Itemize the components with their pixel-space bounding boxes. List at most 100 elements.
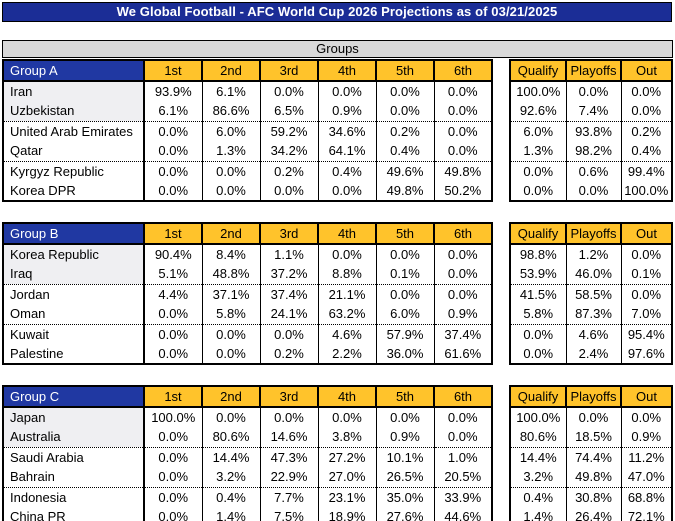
outcome-cell[interactable]: 98.8% [509,244,567,264]
position-cell[interactable]: 0.2% [259,344,319,364]
outcome-cell[interactable]: 1.2% [565,244,622,264]
position-cell[interactable]: 0.0% [201,181,261,201]
position-header-3rd[interactable]: 3rd [259,59,319,82]
outcome-cell[interactable]: 11.2% [620,446,673,467]
outcome-header-qualify[interactable]: Qualify [509,385,567,408]
group-name-cell[interactable]: Group C [2,385,145,408]
team-name-cell[interactable]: Japan [3,407,145,427]
position-cell[interactable]: 0.0% [433,407,493,427]
position-cell[interactable]: 6.5% [259,101,319,121]
position-cell[interactable]: 37.4% [433,323,493,344]
team-name-cell[interactable]: Korea Republic [3,244,145,264]
position-header-2nd[interactable]: 2nd [201,59,261,82]
position-cell[interactable]: 10.1% [375,446,435,467]
team-name-cell[interactable]: Uzbekistan [3,101,145,121]
position-cell[interactable]: 8.8% [317,264,377,284]
position-cell[interactable]: 0.0% [433,244,493,264]
position-cell[interactable]: 33.9% [433,486,493,507]
position-cell[interactable]: 20.5% [433,467,493,487]
position-header-6th[interactable]: 6th [433,222,493,245]
position-header-4th[interactable]: 4th [317,222,377,245]
position-cell[interactable]: 0.4% [375,141,435,161]
position-cell[interactable]: 0.0% [143,304,203,324]
outcome-header-qualify[interactable]: Qualify [509,59,567,82]
position-header-6th[interactable]: 6th [433,59,493,82]
outcome-header-qualify[interactable]: Qualify [509,222,567,245]
position-cell[interactable]: 0.0% [143,141,203,161]
position-cell[interactable]: 64.1% [317,141,377,161]
position-cell[interactable]: 0.0% [259,323,319,344]
outcome-cell[interactable]: 14.4% [509,446,567,467]
position-cell[interactable]: 0.0% [433,81,493,101]
position-cell[interactable]: 0.0% [143,467,203,487]
outcome-cell[interactable]: 100.0% [509,81,567,101]
position-cell[interactable]: 37.2% [259,264,319,284]
outcome-cell[interactable]: 3.2% [509,467,567,487]
position-cell[interactable]: 0.0% [433,141,493,161]
position-cell[interactable]: 0.2% [375,120,435,141]
position-header-1st[interactable]: 1st [143,59,203,82]
position-cell[interactable]: 4.6% [317,323,377,344]
position-cell[interactable]: 2.2% [317,344,377,364]
team-name-cell[interactable]: Indonesia [3,486,145,507]
position-cell[interactable]: 0.0% [375,244,435,264]
outcome-cell[interactable]: 0.0% [509,181,567,201]
position-header-5th[interactable]: 5th [375,222,435,245]
position-cell[interactable]: 0.0% [201,344,261,364]
position-cell[interactable]: 0.0% [201,323,261,344]
position-cell[interactable]: 0.0% [143,486,203,507]
team-name-cell[interactable]: Korea DPR [3,181,145,201]
position-cell[interactable]: 8.4% [201,244,261,264]
outcome-cell[interactable]: 7.4% [565,101,622,121]
position-cell[interactable]: 1.0% [433,446,493,467]
outcome-cell[interactable]: 0.0% [509,344,567,364]
position-cell[interactable]: 0.0% [433,101,493,121]
outcome-cell[interactable]: 53.9% [509,264,567,284]
position-cell[interactable]: 34.2% [259,141,319,161]
position-cell[interactable]: 0.0% [143,120,203,141]
position-cell[interactable]: 63.2% [317,304,377,324]
outcome-cell[interactable]: 0.0% [620,244,673,264]
position-cell[interactable]: 0.0% [375,283,435,304]
position-cell[interactable]: 0.0% [201,160,261,181]
position-cell[interactable]: 47.3% [259,446,319,467]
outcome-cell[interactable]: 0.1% [620,264,673,284]
outcome-cell[interactable]: 74.4% [565,446,622,467]
position-cell[interactable]: 7.5% [259,507,319,521]
position-cell[interactable]: 0.9% [375,427,435,447]
position-cell[interactable]: 3.2% [201,467,261,487]
outcome-cell[interactable]: 0.0% [509,160,567,181]
position-cell[interactable]: 5.1% [143,264,203,284]
position-cell[interactable]: 4.4% [143,283,203,304]
position-cell[interactable]: 6.0% [375,304,435,324]
position-cell[interactable]: 36.0% [375,344,435,364]
team-name-cell[interactable]: Jordan [3,283,145,304]
position-header-1st[interactable]: 1st [143,222,203,245]
position-cell[interactable]: 0.0% [433,120,493,141]
position-cell[interactable]: 0.0% [143,344,203,364]
team-name-cell[interactable]: Qatar [3,141,145,161]
position-cell[interactable]: 6.1% [143,101,203,121]
team-name-cell[interactable]: Saudi Arabia [3,446,145,467]
position-cell[interactable]: 14.6% [259,427,319,447]
position-cell[interactable]: 23.1% [317,486,377,507]
position-cell[interactable]: 1.3% [201,141,261,161]
position-cell[interactable]: 0.0% [201,407,261,427]
position-cell[interactable]: 0.0% [433,264,493,284]
outcome-cell[interactable]: 98.2% [565,141,622,161]
outcome-cell[interactable]: 46.0% [565,264,622,284]
position-cell[interactable]: 57.9% [375,323,435,344]
outcome-cell[interactable]: 5.8% [509,304,567,324]
outcome-cell[interactable]: 100.0% [620,181,673,201]
position-header-2nd[interactable]: 2nd [201,385,261,408]
position-cell[interactable]: 37.4% [259,283,319,304]
outcome-cell[interactable]: 0.0% [565,407,622,427]
position-cell[interactable]: 27.2% [317,446,377,467]
position-cell[interactable]: 5.8% [201,304,261,324]
team-name-cell[interactable]: United Arab Emirates [3,120,145,141]
outcome-cell[interactable]: 1.4% [509,507,567,521]
outcome-header-playoffs[interactable]: Playoffs [565,59,622,82]
outcome-cell[interactable]: 49.8% [565,467,622,487]
outcome-cell[interactable]: 92.6% [509,101,567,121]
outcome-cell[interactable]: 100.0% [509,407,567,427]
